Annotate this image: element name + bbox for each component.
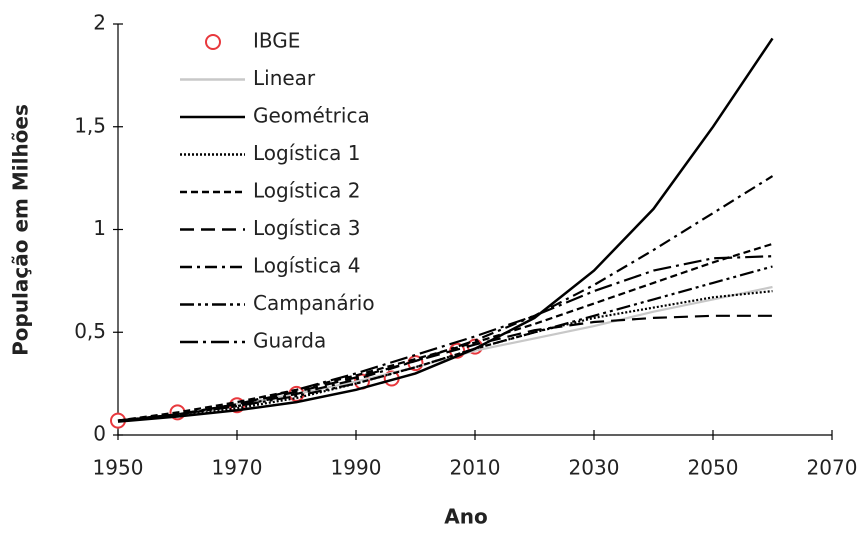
series-line bbox=[117, 265, 773, 422]
legend-label: Logística 4 bbox=[253, 254, 360, 278]
y-tick-label: 2 bbox=[93, 11, 106, 35]
y-tick-label: 0,5 bbox=[74, 319, 106, 343]
x-tick-label: 2030 bbox=[569, 456, 620, 480]
legend-label: IBGE bbox=[253, 29, 300, 53]
legend-marker bbox=[205, 34, 221, 50]
legend-label: Campanário bbox=[253, 291, 375, 315]
legend-label: Guarda bbox=[253, 329, 326, 353]
legend-label: Linear bbox=[253, 66, 316, 90]
x-tick-label: 2070 bbox=[807, 456, 858, 480]
x-axis-label: Ano bbox=[444, 505, 487, 529]
legend-label: Logística 2 bbox=[253, 179, 360, 203]
legend-label: Logística 3 bbox=[253, 216, 360, 240]
x-tick-label: 1970 bbox=[212, 456, 263, 480]
y-tick-label: 0 bbox=[93, 422, 106, 446]
series-line bbox=[117, 255, 773, 422]
x-tick-label: 1990 bbox=[331, 456, 382, 480]
x-tick-label: 2010 bbox=[450, 456, 501, 480]
y-axis-label: População em Milhões bbox=[9, 104, 33, 356]
legend-label: Logística 1 bbox=[253, 141, 360, 165]
series-line bbox=[117, 242, 773, 422]
x-tick-label: 2050 bbox=[688, 456, 739, 480]
series-line bbox=[117, 175, 774, 422]
y-tick-label: 1 bbox=[93, 216, 106, 240]
series-line bbox=[117, 285, 773, 422]
legend-label: Geométrica bbox=[253, 104, 370, 128]
y-tick-label: 1,5 bbox=[74, 113, 106, 137]
x-tick-label: 1950 bbox=[93, 456, 144, 480]
series-line bbox=[117, 290, 773, 422]
series-line bbox=[117, 37, 774, 423]
